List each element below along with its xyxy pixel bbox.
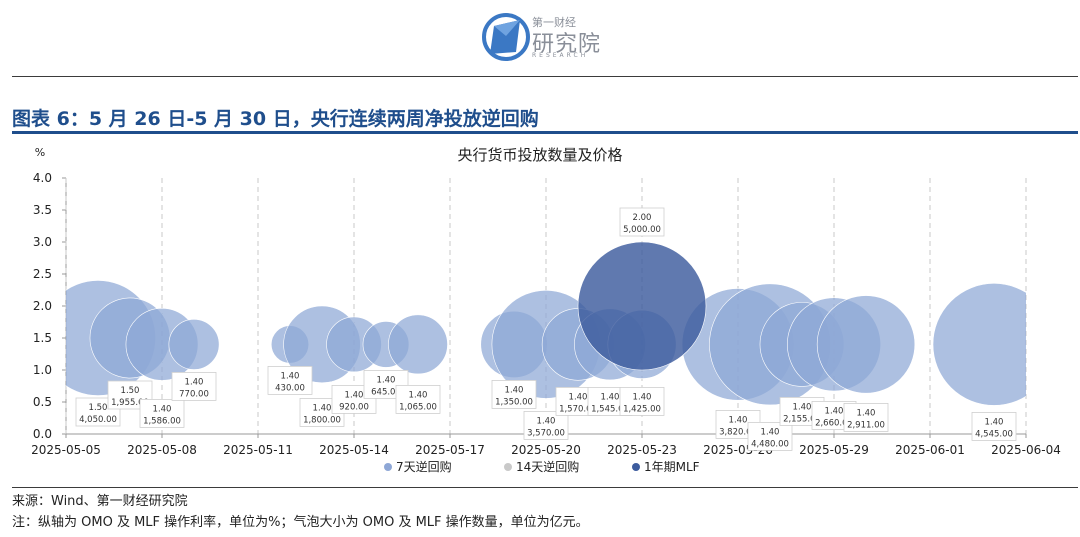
legend-label: 14天逆回购 — [516, 459, 579, 474]
bubble-chart: 央行货币投放数量及价格% 0.0 0.5 1.0 1.5 2.0 2.5 3.0 3.5 4.0 2… — [31, 146, 1061, 474]
data-label-rate: 1.40 — [729, 415, 748, 425]
bubble — [816, 295, 916, 394]
data-label-amount: 1,955.00 — [111, 398, 149, 408]
data-label-rate: 2.00 — [633, 213, 652, 223]
data-label-box — [747, 421, 793, 451]
x-tick-label: 2025-05-17 — [415, 443, 485, 457]
y-tick-label: 3.5 — [33, 203, 52, 217]
data-label-amount: 2,911.00 — [847, 420, 885, 430]
legend-label: 1年期MLF — [644, 460, 700, 474]
data-label-box — [171, 371, 217, 401]
data-label-box — [523, 410, 569, 440]
x-tick-label: 2025-05-11 — [223, 443, 293, 457]
data-label-box — [971, 411, 1017, 441]
source-text: 来源：Wind、第一财经研究院 — [12, 494, 188, 509]
y-tick-label: 0.0 — [33, 427, 52, 441]
data-label-amount: 920.00 — [339, 402, 369, 412]
x-tick-label: 2025-05-08 — [127, 443, 197, 457]
data-label-amount: 3,820.00 — [719, 427, 757, 437]
x-tick-label: 2025-05-14 — [319, 443, 389, 457]
y-axis-label: % — [35, 146, 45, 159]
logo-top-text: 第一财经 — [532, 16, 576, 29]
x-tick-label: 2025-05-20 — [511, 443, 581, 457]
data-label-box — [843, 402, 889, 432]
data-label-amount: 1,350.00 — [495, 397, 533, 407]
data-label-box — [395, 384, 441, 414]
data-label-amount: 3,570.00 — [527, 428, 565, 438]
bubble — [577, 241, 707, 371]
data-label-rate: 1.40 — [377, 375, 396, 385]
data-label-amount: 4,480.00 — [751, 439, 789, 449]
logo-text: 研究院 — [532, 32, 602, 57]
legend-marker — [632, 463, 640, 471]
legend-marker — [504, 463, 512, 471]
bubble — [932, 283, 1026, 406]
data-label-rate: 1.40 — [857, 408, 876, 418]
footer-divider — [12, 487, 1078, 488]
logo-icon — [482, 13, 530, 61]
data-label-rate: 1.40 — [409, 390, 428, 400]
legend-label: 7天逆回购 — [396, 459, 452, 474]
data-label-rate: 1.40 — [537, 416, 556, 426]
data-label-rate: 1.40 — [761, 427, 780, 437]
data-label-amount: 2,660.00 — [815, 418, 853, 428]
data-label-amount: 770.00 — [179, 389, 209, 399]
data-label-amount: 2,155.00 — [783, 414, 821, 424]
data-label-box — [267, 365, 313, 395]
note-text: 注：纵轴为 OMO 及 MLF 操作利率，单位为%；气泡大小为 OMO 及 ML… — [12, 515, 589, 530]
data-label-rate: 1.40 — [345, 390, 364, 400]
data-label-rate: 1.50 — [121, 386, 140, 396]
data-label-rate: 1.40 — [793, 402, 812, 412]
chart-title: 央行货币投放数量及价格 — [457, 146, 622, 164]
y-tick-label: 2.0 — [33, 299, 52, 313]
data-label-rate: 1.40 — [633, 392, 652, 402]
data-label-rate: 1.40 — [313, 403, 332, 413]
data-label-rate: 1.40 — [185, 377, 204, 387]
bubble — [388, 314, 448, 375]
data-label-amount: 645.00 — [371, 387, 401, 397]
figure-title: 图表 6：5 月 26 日-5 月 30 日，央行连续两周净投放逆回购 — [12, 108, 539, 130]
data-label-amount: 1,570.00 — [559, 404, 597, 414]
data-label-amount: 4,050.00 — [79, 415, 117, 425]
data-label-rate: 1.40 — [569, 392, 588, 402]
logo: 第一财经 研究院 RESEARCH — [480, 8, 620, 66]
data-label-rate: 1.50 — [89, 403, 108, 413]
y-tick-label: 2.5 — [33, 267, 52, 281]
data-label-amount: 1,586.00 — [143, 416, 181, 426]
data-label-box — [139, 398, 185, 428]
data-label-box — [619, 207, 665, 237]
data-label-amount: 1,545.00 — [591, 404, 629, 414]
data-label-rate: 1.40 — [985, 417, 1004, 427]
title-underline — [12, 131, 1078, 134]
data-label-amount: 4,545.00 — [975, 429, 1013, 439]
chart-area: 央行货币投放数量及价格% 0.0 0.5 1.0 1.5 2.0 2.5 3.0 3.5 4.0 2… — [0, 138, 1080, 488]
x-tick-label: 2025-06-01 — [895, 443, 965, 457]
bubble — [168, 318, 220, 370]
y-tick-label: 3.0 — [33, 235, 52, 249]
data-label-box — [619, 386, 665, 416]
x-tick-label: 2025-05-29 — [799, 443, 869, 457]
data-label-amount: 1,425.00 — [623, 404, 661, 414]
data-label-rate: 1.40 — [505, 385, 524, 395]
data-label-box — [491, 379, 537, 409]
y-tick-label: 4.0 — [33, 171, 52, 185]
legend-marker — [384, 463, 392, 471]
y-tick-label: 1.5 — [33, 331, 52, 345]
data-label-amount: 1,800.00 — [303, 415, 341, 425]
y-tick-label: 1.0 — [33, 363, 52, 377]
x-tick-label: 2025-05-23 — [607, 443, 677, 457]
header-divider — [12, 76, 1078, 77]
x-tick-label: 2025-05-05 — [31, 443, 101, 457]
data-label-rate: 1.40 — [601, 392, 620, 402]
data-label-amount: 5,000.00 — [623, 225, 661, 235]
data-label-rate: 1.40 — [153, 404, 172, 414]
data-label-rate: 1.40 — [825, 406, 844, 416]
data-label-amount: 1,065.00 — [399, 402, 437, 412]
x-tick-label: 2025-06-04 — [991, 443, 1061, 457]
data-label-rate: 1.40 — [281, 371, 300, 381]
y-tick-label: 0.5 — [33, 395, 52, 409]
logo-sub-text: RESEARCH — [532, 52, 589, 59]
data-label-amount: 430.00 — [275, 383, 305, 393]
